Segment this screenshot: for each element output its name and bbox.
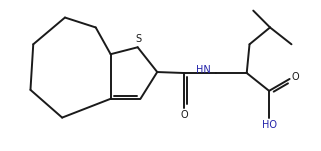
Text: HN: HN <box>196 65 211 75</box>
Text: O: O <box>291 72 299 82</box>
Text: HO: HO <box>262 120 277 130</box>
Text: S: S <box>135 34 142 44</box>
Text: O: O <box>180 110 188 120</box>
